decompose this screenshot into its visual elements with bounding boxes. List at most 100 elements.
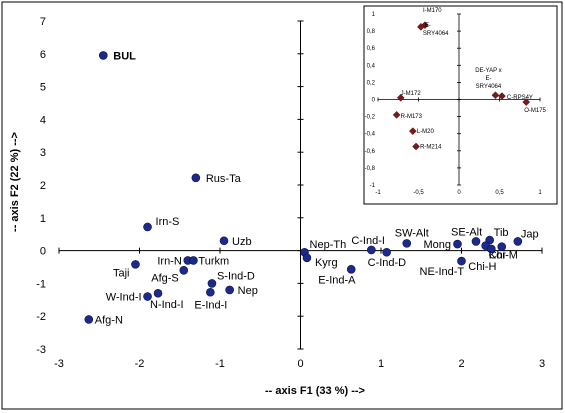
main-point-label: Chi-H xyxy=(468,261,496,273)
main-x-tick-label: -2 xyxy=(135,358,145,370)
inset-point-label: DE-YAP x E-SRY4064 xyxy=(475,68,502,90)
main-point-label: Nep xyxy=(238,285,258,297)
main-point xyxy=(207,279,217,288)
inset-point-label: O-M175 xyxy=(524,108,546,114)
main-point-label: Irn-S xyxy=(156,216,180,228)
inset-point xyxy=(417,23,425,31)
main-point xyxy=(153,288,163,298)
inset-point xyxy=(396,93,405,102)
main-point xyxy=(143,222,152,232)
main-point-label: E-Ind-A xyxy=(318,274,356,286)
inset-y-tick-label: 1 xyxy=(372,12,376,18)
main-point-label: N-Ind-I xyxy=(150,299,184,311)
inset-points: I-M170 E-SRY4064 J-M172 R-M173 L-M20 R-M214 DE… xyxy=(392,8,547,151)
inset-point xyxy=(409,127,417,135)
inset-frame xyxy=(363,5,558,205)
main-point xyxy=(513,237,523,246)
y-axis-title: -- axis F2 (22 %) --> xyxy=(9,132,21,232)
main-y-tick-label: 1 xyxy=(40,213,46,225)
inset-y-tick-label: 0,6 xyxy=(367,46,376,52)
main-y-tick-label: 4 xyxy=(40,114,46,126)
main-point-label: NE-Ind-T xyxy=(420,266,465,278)
inset-x-tick-label: 1 xyxy=(538,190,542,196)
inset-point-label: L-M20 xyxy=(417,129,435,135)
main-point xyxy=(219,236,229,246)
main-y-tick-label: 5 xyxy=(40,82,46,94)
inset-point-label: R-M173 xyxy=(401,114,423,120)
inset-point-label: I-M170 xyxy=(423,8,442,14)
main-y-tick-label: 3 xyxy=(40,147,46,159)
main-point-label: Irn-N xyxy=(157,255,182,267)
main-point-label: Kor xyxy=(489,250,506,262)
inset-y-tick-labels: -1 -0,8 -0,6 -0,4 -0,2 0 0,2 0,4 0,6 0,8 1 xyxy=(365,12,376,189)
main-point xyxy=(206,287,215,297)
main-y-tick-labels: -3 -2 -1 0 1 2 3 4 5 6 7 xyxy=(36,16,46,356)
main-y-tick-label: -2 xyxy=(36,311,46,323)
main-x-tick-label: 3 xyxy=(539,358,545,370)
inset-y-tick-label: -0,2 xyxy=(365,115,376,121)
main-x-tick-label: 1 xyxy=(378,358,384,370)
inset-point xyxy=(392,111,401,119)
inset-point xyxy=(498,92,506,100)
main-point-label: Kyrg xyxy=(315,257,338,269)
main-point xyxy=(191,173,201,183)
x-axis-title: -- axis F1 (33 %) --> xyxy=(265,385,365,397)
main-y-tick-label: 6 xyxy=(40,49,46,61)
main-point xyxy=(453,239,462,249)
inset-y-tick-label: 0,8 xyxy=(367,29,376,35)
main-y-tick-label: -3 xyxy=(36,344,46,356)
main-point xyxy=(382,247,391,257)
inset-point-label: R-M214 xyxy=(420,145,442,151)
main-point xyxy=(471,237,481,246)
main-point-label: SE-Alt xyxy=(451,226,482,238)
inset-x-tick-label: 0,5 xyxy=(495,190,504,196)
inset-point-label: C-RPS4Y xyxy=(507,95,533,101)
main-y-tick-label: -1 xyxy=(36,278,46,290)
main-point-label: C-Ind-D xyxy=(368,257,407,269)
inset-point xyxy=(412,142,420,151)
main-point xyxy=(189,256,198,265)
main-point-label: E-Ind-I xyxy=(194,299,227,311)
inset-y-tick-label: -1 xyxy=(370,183,376,189)
main-point-label: Chi-M xyxy=(489,250,518,262)
main-point-label: Mong xyxy=(423,239,451,251)
inset-y-tick-label: -0,4 xyxy=(365,132,376,138)
inset-x-tick-label: -0,5 xyxy=(413,190,424,196)
main-point-label: Nep-Th xyxy=(310,239,347,251)
main-point xyxy=(402,239,412,248)
main-point xyxy=(457,256,466,266)
main-point xyxy=(346,264,356,274)
inset-y-tick-label: 0 xyxy=(372,98,376,104)
main-y-tick-label: 0 xyxy=(40,246,46,258)
inset-x-tick-labels: -1 -0,5 0 0,5 1 xyxy=(375,190,542,196)
main-point xyxy=(367,245,376,255)
main-point xyxy=(131,260,140,269)
main-y-tick-label: 7 xyxy=(40,16,46,28)
main-point-label: Rus-Ta xyxy=(206,173,242,185)
inset-plot: -1 -0,5 0 0,5 1 -1 -0,8 -0,6 -0,4 -0,2 0 0,2 0,4 0,6… xyxy=(363,5,558,205)
main-x-tick-label: -3 xyxy=(54,358,64,370)
main-point xyxy=(84,315,94,324)
inset-point xyxy=(522,98,531,106)
main-x-tick-label: -1 xyxy=(215,358,225,370)
inset-x-tick-label: 0 xyxy=(457,190,461,196)
main-point xyxy=(486,244,496,254)
main-axes xyxy=(58,20,543,350)
main-point xyxy=(143,292,152,301)
main-point xyxy=(179,265,189,275)
inset-point-label: J-M172 xyxy=(401,91,422,97)
main-point xyxy=(225,285,234,295)
main-plot: -3 -2 -1 0 1 2 3 -3 -2 -1 0 1 2 3 4 5 6 7 BUL Rus-Ta Irn-S… xyxy=(9,16,545,397)
main-x-tick-label: 2 xyxy=(458,358,464,370)
inset-point-label: E-SRY4064 xyxy=(423,23,449,37)
inset-y-tick-label: 0,2 xyxy=(367,80,376,86)
main-point-label: Taji xyxy=(113,267,130,279)
main-point-label: W-Ind-I xyxy=(106,292,142,304)
main-point-label: Afg-S xyxy=(151,272,179,284)
main-point-label: SW-Alt xyxy=(395,227,429,239)
main-point xyxy=(497,242,507,251)
inset-y-tick-label: 0,4 xyxy=(367,63,376,69)
inset-axes xyxy=(377,13,541,186)
main-x-tick-labels: -3 -2 -1 0 1 2 3 xyxy=(54,358,545,370)
